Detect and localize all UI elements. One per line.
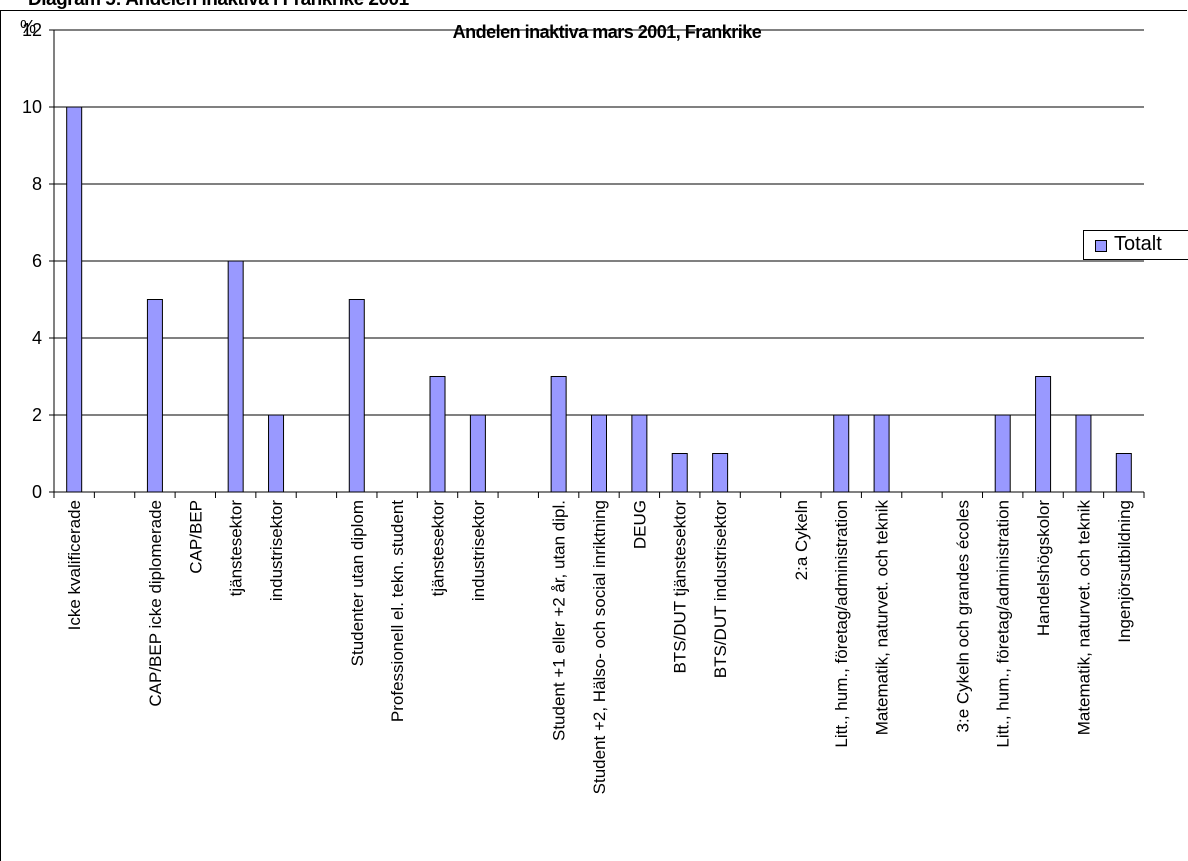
bar (550, 376, 567, 493)
x-tick-labels: Icke kvalificerade CAP/BEP icke diplomera… (65, 500, 1134, 795)
legend-label: Totalt (1114, 233, 1162, 255)
y-tick-label: 4 (32, 328, 42, 348)
x-tick-label: industrisektor (469, 500, 488, 601)
y-tick-label: 12 (22, 20, 42, 40)
chart-title: Andelen inaktiva mars 2001, Frankrike (453, 22, 762, 42)
axes (49, 29, 1145, 498)
x-tick-label: BTS/DUT tjänstesektor (671, 500, 690, 674)
bar (631, 414, 648, 493)
y-tick-label: 6 (32, 251, 42, 271)
bar (712, 453, 729, 493)
bar (994, 414, 1011, 493)
x-tick-label: Ingenjörsutbildning (1115, 500, 1134, 643)
x-tick-label: tjänstesektor (227, 500, 246, 597)
x-tick-label: Studenter utan diplom (348, 500, 367, 666)
x-tick-label: DEUG (630, 500, 649, 549)
bar (146, 299, 163, 493)
x-tick-label: tjänstesektor (429, 500, 448, 597)
bar (873, 414, 890, 493)
legend-swatch (1095, 240, 1107, 252)
x-tick-label: Litt., hum., företag/administration (832, 500, 851, 748)
bar (1075, 414, 1092, 493)
x-tick-label: industrisektor (267, 500, 286, 601)
figure-caption: Diagram 5: Andelen inaktiva i Frankrike … (28, 0, 409, 11)
bar (66, 106, 83, 493)
bar (833, 414, 850, 493)
bars (66, 106, 1132, 493)
y-tick-labels: 0 2 4 6 8 10 12 (22, 20, 42, 502)
x-tick-label: Matematik, naturvet. och teknik (873, 500, 892, 736)
gridlines (54, 29, 1144, 416)
x-tick-label: Student +2, Hälso- och social inriktning (590, 500, 609, 794)
bar (1115, 453, 1132, 493)
bar (1035, 376, 1052, 493)
bar (268, 414, 285, 493)
x-tick-label: Student +1 eller +2 år, utan dipl. (550, 500, 569, 741)
bar (227, 260, 244, 493)
x-tick-label: Matematik, naturvet. och teknik (1074, 500, 1093, 736)
x-tick-label: Icke kvalificerade (65, 500, 84, 630)
x-tick-label: CAP/BEP (186, 500, 205, 574)
chart-legend: Totalt (1083, 230, 1188, 260)
x-tick-label: 3:e Cykeln och grandes écoles (953, 500, 972, 732)
y-tick-label: 10 (22, 97, 42, 117)
bar (469, 414, 486, 493)
x-tick-label: Professionell el. tekn. student (388, 500, 407, 722)
y-axis-unit-label: % (20, 17, 36, 37)
chart-frame (0, 10, 1187, 861)
y-tick-label: 2 (32, 405, 42, 425)
x-tick-label: Handelshögskolor (1034, 500, 1053, 636)
x-tick-label: Litt., hum., företag/administration (994, 500, 1013, 748)
bar (671, 453, 688, 493)
x-tick-label: BTS/DUT industrisektor (711, 500, 730, 679)
y-tick-label: 8 (32, 174, 42, 194)
x-tick-label: CAP/BEP icke diplomerade (146, 500, 165, 707)
bar (429, 376, 446, 493)
y-tick-label: 0 (32, 482, 42, 502)
bar (591, 414, 607, 493)
x-tick-label: 2:a Cykeln (792, 500, 811, 580)
bar (348, 299, 365, 493)
